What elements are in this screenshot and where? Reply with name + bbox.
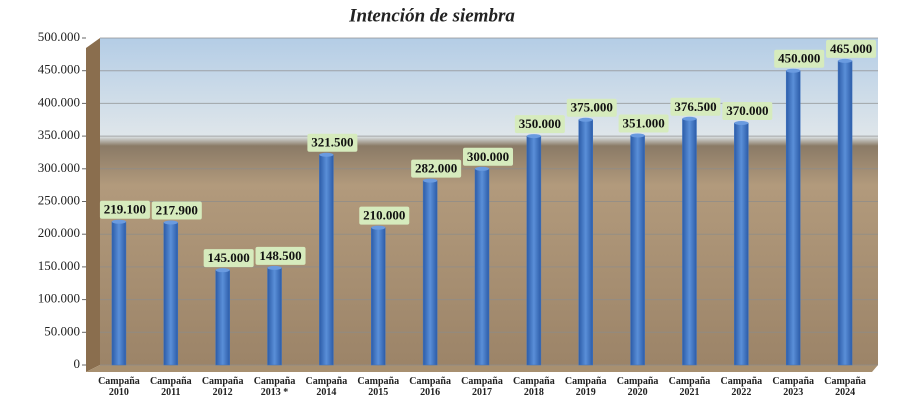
bar-top <box>267 265 282 270</box>
x-tick-label: Campaña 2017 <box>461 376 503 398</box>
value-label-box <box>99 200 150 219</box>
bar-top <box>371 225 386 230</box>
bar-top <box>163 220 178 225</box>
bar-top <box>682 116 697 121</box>
value-label: 145.000 <box>208 250 250 265</box>
x-tick-label: Campaña 2012 <box>201 376 244 398</box>
bar <box>163 222 179 366</box>
value-label-box <box>411 159 462 178</box>
x-tick-label: Campaña 2011 <box>149 376 192 398</box>
bar-top <box>475 166 489 171</box>
y-tick-label: 300.000 <box>38 160 80 175</box>
value-label-box <box>359 206 410 225</box>
value-label-box <box>566 98 617 117</box>
y-tick-label: 350.000 <box>38 127 80 142</box>
bar-top <box>526 134 541 139</box>
bar <box>267 267 282 366</box>
value-label: 217.900 <box>156 202 198 217</box>
x-tick-label: Campaña 2016 <box>409 376 451 398</box>
x-tick-label: Campaña 2013 * <box>253 376 296 398</box>
bar <box>422 180 438 366</box>
x-tick-label: Campaña 2010 <box>98 376 140 398</box>
value-label: 370.000 <box>726 103 768 118</box>
bar <box>215 269 230 366</box>
bar <box>630 135 645 366</box>
bar <box>578 119 593 366</box>
y-tick-label: 500.000 <box>38 29 80 44</box>
x-tick-label: Campaña 2014 <box>305 376 348 398</box>
chart-title: Intención de siembra <box>348 5 515 26</box>
value-label-box <box>463 147 513 166</box>
value-label-box <box>826 39 877 58</box>
bar <box>682 118 697 366</box>
value-label-box <box>307 133 358 152</box>
bar-top <box>630 133 645 138</box>
x-tick-label: Campaña 2022 <box>720 376 763 398</box>
x-tick-label: Campaña 2021 <box>668 376 711 398</box>
value-label-box <box>722 102 773 121</box>
bar-top <box>786 68 801 73</box>
x-tick-label: Campaña 2015 <box>357 376 400 398</box>
x-tick-label: Campaña 2020 <box>616 376 659 398</box>
value-label: 350.000 <box>519 116 561 131</box>
y-tick-label: 200.000 <box>38 225 80 240</box>
y-tick-label: 250.000 <box>38 192 80 207</box>
x-tick-label: Campaña 2024 <box>824 376 866 398</box>
value-label: 282.000 <box>415 161 457 176</box>
bar-top <box>838 58 853 63</box>
value-label: 321.500 <box>311 135 353 150</box>
x-tick-label: Campaña 2018 <box>513 376 555 398</box>
value-label: 376.500 <box>674 99 716 114</box>
value-label: 148.500 <box>259 248 301 263</box>
value-label-box <box>255 246 306 265</box>
y-tick-label: 450.000 <box>38 62 80 77</box>
value-label-box <box>514 115 565 134</box>
value-label-box <box>203 249 254 268</box>
bar-top <box>734 121 749 126</box>
bar <box>319 154 334 366</box>
y-tick-label: 400.000 <box>38 94 80 109</box>
x-tick-label: Campaña 2019 <box>564 376 607 398</box>
y-tick-label: 50.000 <box>44 323 80 338</box>
value-label: 219.100 <box>104 202 146 217</box>
value-label-box <box>670 97 721 116</box>
floor <box>86 365 878 372</box>
value-label-box <box>618 114 669 133</box>
value-label: 450.000 <box>778 51 820 66</box>
bar-top <box>319 152 334 157</box>
bar <box>837 60 853 366</box>
x-tick-label: Campaña 2023 <box>772 376 815 398</box>
bar-top <box>423 178 438 183</box>
value-label: 351.000 <box>622 115 664 130</box>
bar <box>785 70 801 366</box>
bar <box>526 135 542 366</box>
value-label-box <box>151 201 202 220</box>
bar-top <box>578 117 593 122</box>
value-label-box <box>774 49 825 68</box>
value-label: 375.000 <box>571 100 613 115</box>
y-tick-label: 150.000 <box>38 258 80 273</box>
value-label: 465.000 <box>830 41 872 56</box>
value-label: 210.000 <box>363 208 405 223</box>
bar <box>734 122 749 366</box>
side-wall <box>86 38 100 372</box>
y-tick-label: 0 <box>74 356 81 371</box>
bar <box>474 168 490 366</box>
value-label: 300.000 <box>467 149 509 164</box>
bar <box>111 221 127 366</box>
bar-top <box>215 268 230 273</box>
bar <box>371 227 386 366</box>
bar-top <box>111 219 126 224</box>
y-tick-label: 100.000 <box>38 291 80 306</box>
